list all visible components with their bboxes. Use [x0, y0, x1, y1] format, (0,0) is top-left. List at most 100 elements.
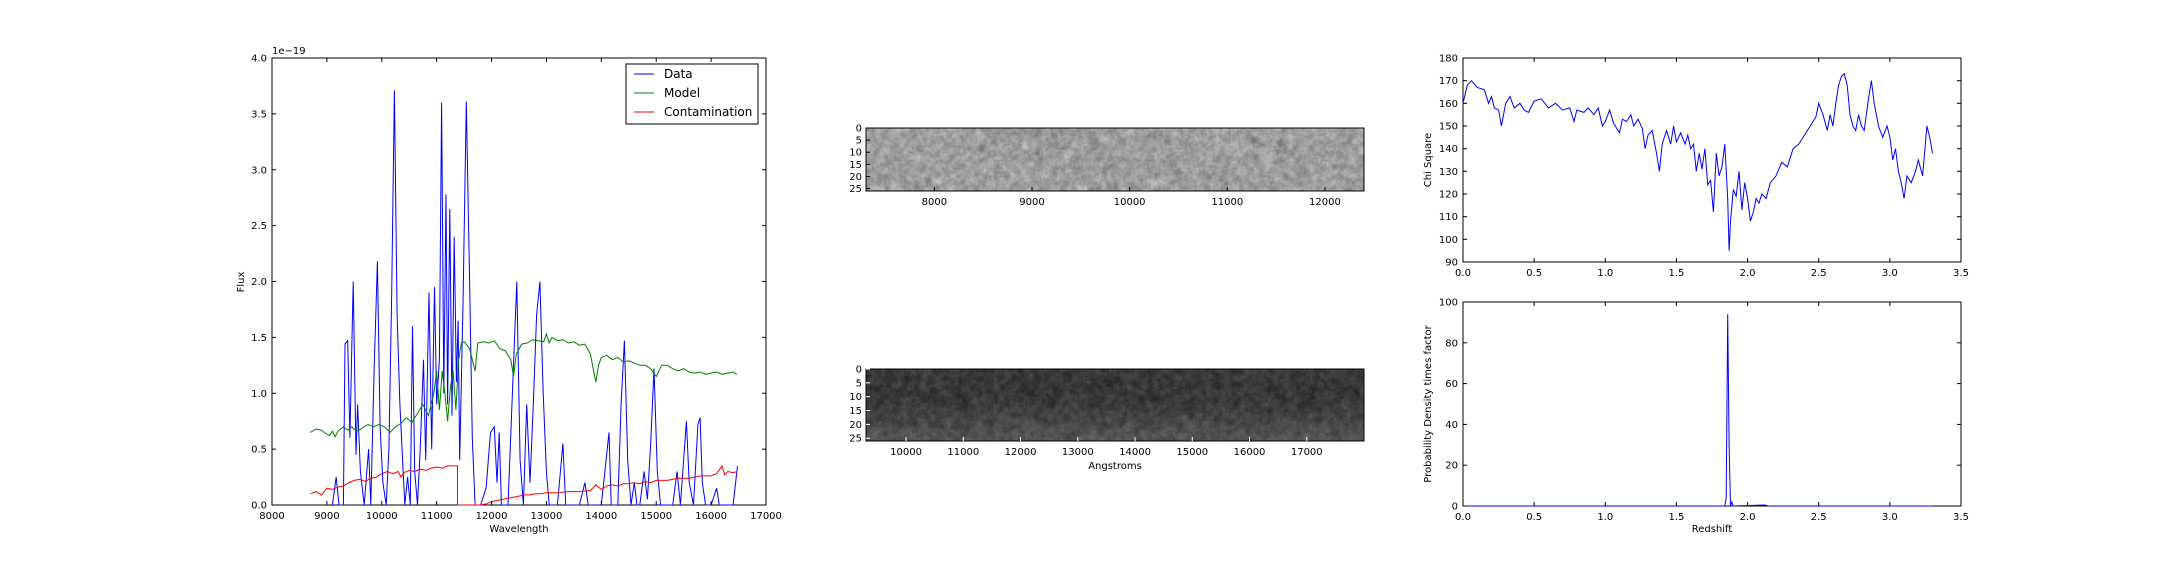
- probability-xlabel: Redshift: [1692, 524, 1733, 535]
- image-bottom-ytick-label: 25: [849, 434, 862, 445]
- image-top-ytick-label: 20: [849, 172, 862, 183]
- image-bottom-xtick-label: 14000: [1119, 447, 1151, 458]
- probability-ytick-label: 100: [1439, 298, 1458, 309]
- spectrum-xtick-label: 9000: [314, 511, 339, 522]
- chi-square-xtick-label: 1.0: [1597, 268, 1613, 279]
- spectrum-ytick-label: 0.0: [251, 501, 267, 512]
- legend-label-model: Model: [664, 86, 700, 100]
- image-bottom-ytick-label: 15: [849, 406, 862, 417]
- spectrum-ylabel: Flux: [236, 272, 247, 293]
- chi-square-xtick-label: 1.5: [1668, 268, 1684, 279]
- probability-ticks: 0.0 0.5 1.0 1.5 2.0 2.5 3.0 3.5 0 20 40 60 80 100: [1439, 298, 1969, 524]
- legend-label-contamination: Contamination: [664, 105, 752, 119]
- probability-xtick-label: 3.5: [1953, 512, 1969, 523]
- probability-ylabel: Probability Density times factor: [1423, 324, 1434, 482]
- spectrum-plot-area: [310, 90, 738, 506]
- spectrum-xtick-label: 13000: [531, 511, 563, 522]
- spectrum-ytick-label: 3.5: [251, 109, 267, 120]
- spectrum-xtick-label: 15000: [640, 511, 672, 522]
- chi-square-ytick-label: 140: [1439, 144, 1458, 155]
- chi-square-ytick-label: 180: [1439, 54, 1458, 65]
- image-bottom-raster: [866, 369, 1364, 441]
- spectrum-panel: 8000 9000 10000 11000 12000 13000 14000 15000 16…: [236, 46, 782, 535]
- probability-ytick-label: 60: [1445, 379, 1458, 390]
- spectrum-ytick-label: 1.0: [251, 389, 267, 400]
- image-bottom-xlabel: Angstroms: [1088, 461, 1142, 472]
- probability-plot-area: [1463, 314, 1933, 507]
- image-top-ytick-label: 15: [849, 160, 862, 171]
- spectrum-xlabel: Wavelength: [489, 524, 548, 535]
- probability-xtick-label: 3.0: [1882, 512, 1898, 523]
- spectrum-series-model: [310, 332, 738, 438]
- image-bottom-xtick-label: 15000: [1176, 447, 1208, 458]
- probability-xtick-label: 2.0: [1740, 512, 1756, 523]
- spectrum-xtick-label: 14000: [585, 511, 617, 522]
- spectrum-ytick-label: 4.0: [251, 54, 267, 65]
- chi-square-ytick-label: 150: [1439, 122, 1458, 133]
- chi-square-xtick-label: 2.0: [1740, 268, 1756, 279]
- image-bottom-xtick-label: 12000: [1005, 447, 1037, 458]
- spectrum-ytick-label: 3.0: [251, 165, 267, 176]
- spectrum-series-contamination: [310, 464, 738, 506]
- chi-square-series-chi2: [1462, 73, 1933, 251]
- image-top-frame: [865, 127, 1365, 192]
- chi-square-ytick-label: 130: [1439, 167, 1458, 178]
- spectrum-xtick-label: 17000: [750, 511, 782, 522]
- image-bottom-ytick-label: 5: [856, 378, 862, 389]
- image-top-ytick-label: 25: [849, 184, 862, 195]
- chi-square-frame: [1462, 57, 1962, 263]
- chi-square-plot-area: [1462, 73, 1933, 251]
- chi-square-ytick-label: 90: [1445, 258, 1458, 269]
- image-top-ytick-label: 0: [856, 124, 862, 135]
- chi-square-panel: 0.0 0.5 1.0 1.5 2.0 2.5 3.0 3.5 90 100 110 120 130 14…: [1423, 54, 1969, 280]
- chi-square-xtick-label: 3.5: [1953, 268, 1969, 279]
- chi-square-ytick-label: 100: [1439, 235, 1458, 246]
- chi-square-ytick-label: 110: [1439, 212, 1458, 223]
- spectrum-xtick-label: 16000: [695, 511, 727, 522]
- spectrum-ytick-label: 1.5: [251, 333, 267, 344]
- legend-label-data: Data: [664, 67, 693, 81]
- probability-panel: 0.0 0.5 1.0 1.5 2.0 2.5 3.0 3.5 0 20 40 60 80 100 Red…: [1423, 298, 1969, 536]
- image-top-ytick-label: 10: [849, 148, 862, 159]
- image-top-xtick-label: 12000: [1309, 197, 1341, 208]
- spectrum-series-data: [331, 90, 738, 506]
- probability-ytick-label: 20: [1445, 461, 1458, 472]
- chi-square-ytick-label: 170: [1439, 76, 1458, 87]
- image-bottom-frame: [865, 368, 1365, 442]
- chi-square-ytick-label: 120: [1439, 190, 1458, 201]
- probability-xtick-label: 1.5: [1668, 512, 1684, 523]
- image-bottom-xtick-label: 11000: [947, 447, 979, 458]
- spectrum-ytick-label: 2.0: [251, 277, 267, 288]
- chi-square-ylabel: Chi Square: [1423, 133, 1434, 187]
- probability-ytick-label: 0: [1452, 502, 1458, 513]
- image-top-xtick-label: 8000: [922, 197, 947, 208]
- image-bottom-ticks: 10000 11000 12000 13000 14000 15000 16000 17000…: [849, 365, 1322, 459]
- chi-square-xtick-label: 3.0: [1882, 268, 1898, 279]
- image-top-ytick-label: 5: [856, 136, 862, 147]
- chi-square-ytick-label: 160: [1439, 99, 1458, 110]
- spectrum-legend: Data Model Contamination: [625, 63, 759, 125]
- spectrum-offset-text: 1e−19: [272, 46, 306, 57]
- spectrum-ticks: 8000 9000 10000 11000 12000 13000 14000 15000 16…: [251, 54, 782, 523]
- image-top-xtick-label: 11000: [1211, 197, 1243, 208]
- image-bottom-xtick-label: 10000: [890, 447, 922, 458]
- image-bottom-xtick-label: 17000: [1291, 447, 1323, 458]
- probability-ytick-label: 80: [1445, 338, 1458, 349]
- probability-series-pdf: [1463, 314, 1933, 507]
- chi-square-ticks: 0.0 0.5 1.0 1.5 2.0 2.5 3.0 3.5 90 100 110 120 130 14…: [1439, 54, 1969, 280]
- spectrum-ytick-label: 0.5: [251, 445, 267, 456]
- image-bottom-ytick-label: 0: [856, 365, 862, 376]
- chi-square-xtick-label: 0.5: [1526, 268, 1542, 279]
- image-top-xtick-label: 10000: [1114, 197, 1146, 208]
- probability-frame: [1462, 301, 1962, 507]
- image-bottom-panel: 10000 11000 12000 13000 14000 15000 16000 17000…: [849, 365, 1365, 472]
- image-bottom-ytick-label: 10: [849, 392, 862, 403]
- image-bottom-ytick-label: 20: [849, 420, 862, 431]
- chi-square-xtick-label: 2.5: [1811, 268, 1827, 279]
- spectrum-ytick-label: 2.5: [251, 221, 267, 232]
- spectrum-xtick-label: 11000: [421, 511, 453, 522]
- image-bottom-xtick-label: 13000: [1062, 447, 1094, 458]
